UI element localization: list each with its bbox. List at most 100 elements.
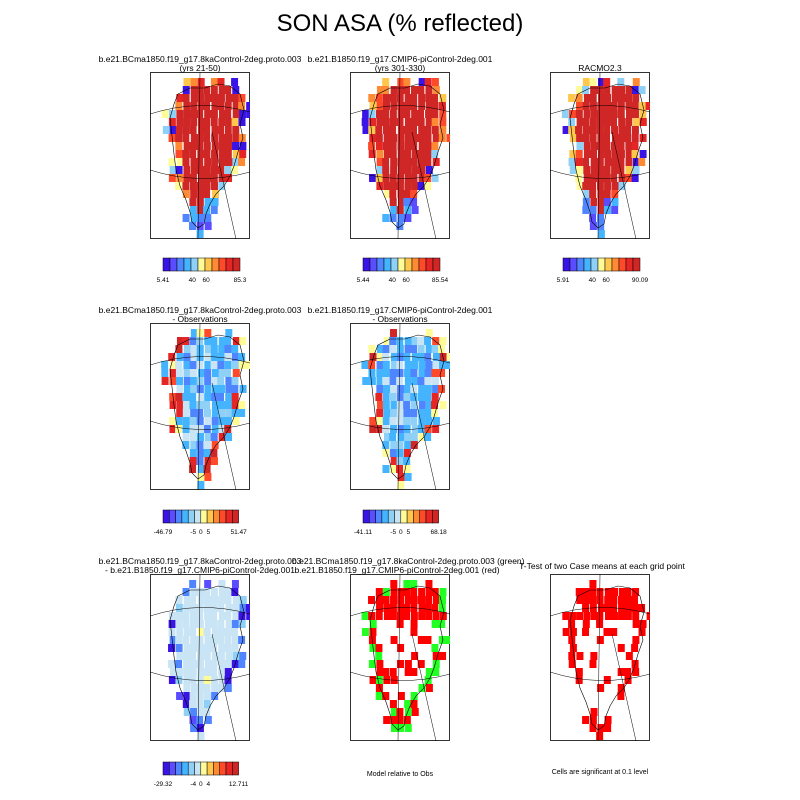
colorbar-box — [213, 509, 220, 524]
colorbar-box — [425, 257, 434, 272]
colorbar-label: 5.44 — [357, 277, 370, 284]
grid-cells — [361, 78, 450, 230]
caption-line1: T-Test of two Case means at each grid po… — [519, 561, 685, 571]
colorbar-label: 5.41 — [157, 277, 170, 284]
caption-line2: - b.e21.B1850.f19_g17.CMIP6-piControl-2d… — [105, 565, 295, 575]
figure-title: SON ASA (% reflected) — [276, 10, 524, 37]
panel-caption-r2c2: b.e21.B1850.f19_g17.CMIP6-piControl-2deg… — [300, 306, 500, 324]
caption-line2: - Observations — [372, 314, 428, 324]
colorbar-box — [232, 761, 239, 776]
colorbar-box — [413, 509, 420, 524]
colorbar-box — [394, 509, 402, 524]
colorbar-box — [176, 257, 185, 272]
colorbar-box — [181, 509, 189, 524]
colorbar-label: 5 — [207, 529, 211, 536]
grid-cells — [161, 329, 250, 489]
caption-line1: b.e21.B1850.f19_g17.CMIP6-piControl-2deg… — [307, 54, 493, 64]
map-panel-r1c2 — [350, 72, 450, 239]
colorbar-box — [211, 257, 220, 272]
colorbar-label: 0 — [199, 781, 203, 788]
colorbar-svg: -41.11 -5 0 5 68.18 — [354, 509, 447, 536]
colorbar-box — [206, 509, 214, 524]
colorbar-box — [590, 257, 599, 272]
colorbar-label: -29.32 — [154, 781, 173, 788]
map-panel-r2c2 — [350, 323, 450, 490]
colorbar-box — [169, 761, 176, 776]
colorbar-r1c2: 5.44 40 60 85.54 — [357, 257, 457, 288]
colorbar-box — [583, 257, 592, 272]
colorbar-box — [169, 509, 176, 524]
colorbar-box — [219, 509, 227, 524]
colorbar-box — [206, 761, 214, 776]
colorbar-box — [204, 257, 213, 272]
greenland-map — [350, 72, 450, 239]
map-panel-r3c2 — [350, 574, 450, 741]
map-panel-r1c1 — [150, 72, 250, 239]
caption-line2: (yrs 21-50) — [179, 63, 221, 73]
colorbar-label: 90.09 — [632, 277, 649, 284]
greenland-map — [150, 72, 250, 239]
colorbar-box — [390, 257, 399, 272]
colorbar-box — [187, 761, 195, 776]
colorbar-box — [175, 509, 183, 524]
colorbar-box — [397, 257, 406, 272]
colorbar-label: -46.79 — [154, 529, 173, 536]
caption-line2: b.e21.B1850.f19_g17.CMIP6-piControl-2deg… — [294, 565, 500, 575]
colorbar-box — [400, 509, 408, 524]
colorbar-label: 85.54 — [432, 277, 449, 284]
colorbar-box — [362, 509, 370, 524]
colorbar-box — [418, 257, 427, 272]
colorbar-label: 51.47 — [230, 529, 247, 536]
colorbar-box — [375, 509, 383, 524]
colorbar-label: 60 — [203, 277, 211, 284]
caption-line2: (yrs 301-330) — [374, 63, 426, 73]
grid-cells — [561, 78, 650, 238]
colorbar-box — [181, 761, 189, 776]
panel-caption-r3c1: b.e21.BCma1850.f19_g17.8kaControl-2deg.p… — [95, 557, 305, 575]
greenland-map — [350, 574, 450, 741]
caption-line1: b.e21.BCma1850.f19_g17.8kaControl-2deg.p… — [292, 556, 525, 566]
caption-line1: b.e21.BCma1850.f19_g17.8kaControl-2deg.p… — [98, 305, 302, 315]
colorbar-box — [419, 509, 427, 524]
colorbar-box — [369, 257, 378, 272]
colorbar-label: -5 — [390, 529, 396, 536]
colorbar-box — [404, 257, 413, 272]
colorbar-box — [213, 761, 220, 776]
colorbar-box — [175, 761, 183, 776]
colorbar-box — [432, 509, 439, 524]
colorbar-box — [169, 257, 178, 272]
colorbar-r3c1: -29.32 -4 0 4 12.711 — [154, 761, 256, 792]
colorbar-label: 5 — [407, 529, 411, 536]
panel-caption-r3c3: T-Test of two Case means at each grid po… — [512, 562, 692, 571]
grid-cells — [168, 580, 250, 740]
colorbar-label: 4 — [207, 781, 211, 788]
colorbar-box — [200, 509, 208, 524]
panel-caption-r1c2: b.e21.B1850.f19_g17.CMIP6-piControl-2deg… — [300, 55, 500, 73]
colorbar-box — [569, 257, 578, 272]
colorbar-box — [232, 257, 241, 272]
colorbar-svg: 5.41 40 60 85.3 — [157, 257, 247, 284]
colorbar-label: 68.18 — [430, 529, 447, 536]
colorbar-box — [576, 257, 585, 272]
panel-caption-r1c3: RACMO2.3 — [540, 64, 660, 73]
colorbar-box — [411, 257, 420, 272]
colorbar-box — [190, 257, 199, 272]
colorbar-label: 5.91 — [557, 277, 570, 284]
colorbar-box — [162, 761, 170, 776]
colorbar-box — [200, 761, 208, 776]
colorbar-box — [604, 257, 613, 272]
colorbar-box — [187, 509, 195, 524]
panel-caption-r3c2: b.e21.BCma1850.f19_g17.8kaControl-2deg.p… — [292, 556, 525, 575]
colorbar-box — [406, 509, 414, 524]
colorbar-box — [611, 257, 620, 272]
colorbar-label: 0 — [199, 529, 203, 536]
colorbar-label: -4 — [190, 781, 196, 788]
greenland-map — [550, 72, 650, 239]
colorbar-box — [432, 257, 441, 272]
colorbar-r1c3: 5.91 40 60 90.09 — [557, 257, 657, 288]
map-panel-r2c1 — [150, 323, 250, 490]
colorbar-r2c2: -41.11 -5 0 5 68.18 — [354, 509, 456, 540]
colorbar-box — [194, 509, 202, 524]
colorbar-box — [618, 257, 627, 272]
colorbar-label: 40 — [589, 277, 597, 284]
